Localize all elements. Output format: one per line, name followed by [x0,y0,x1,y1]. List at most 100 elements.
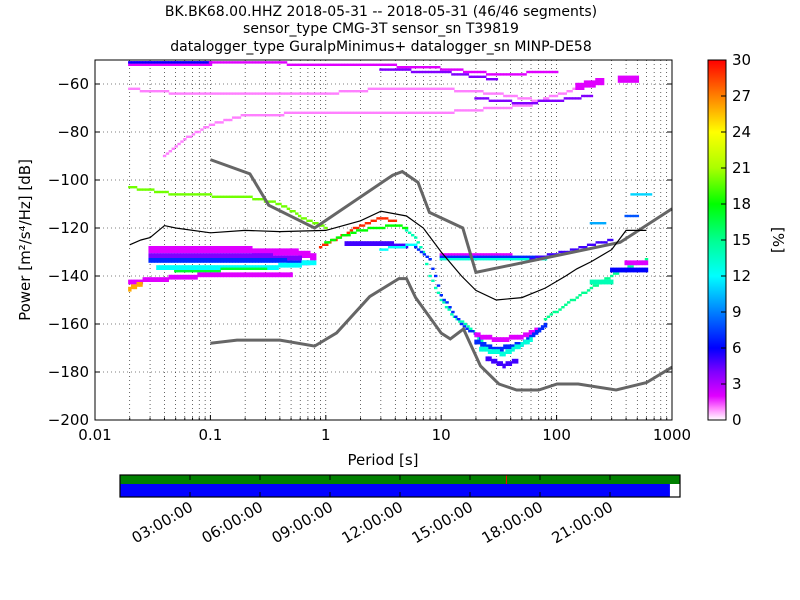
histogram-cell [309,63,314,66]
histogram-cell [566,90,570,93]
histogram-cell [332,111,337,114]
histogram-cell [231,195,236,198]
histogram-cell [566,97,570,100]
histogram-cell [503,99,507,102]
histogram-cell [223,92,227,95]
histogram-cell [520,255,525,258]
histogram-cell [252,267,256,270]
histogram-cell [246,246,250,254]
histogram-cell [205,272,210,278]
histogram-cell [436,291,441,294]
histogram-cell [232,253,236,258]
histogram-cell [434,66,438,69]
histogram-cell [220,258,224,263]
histogram-cell [347,234,351,237]
histogram-cell [448,111,452,114]
histogram-cell [604,279,608,285]
mean-line [129,210,647,301]
histogram-cell [128,186,132,189]
histogram-cell [168,253,173,258]
histogram-cell [584,291,588,294]
histogram-cell [206,92,210,95]
histogram-cell [439,68,444,71]
histogram-cell [379,226,383,230]
histogram-cell [604,241,608,244]
histogram-cell [480,109,484,112]
histogram-cell [454,258,458,261]
histogram-cell [500,99,504,102]
histogram-cell [203,258,207,263]
histogram-cell [531,99,535,102]
histogram-cell [272,92,276,95]
histogram-cell [598,279,602,285]
histogram-cell [503,337,507,342]
histogram-cell [185,246,190,254]
histogram-cell [263,248,267,256]
histogram-cell [252,248,256,256]
histogram-cell [422,87,426,90]
histogram-cell [439,258,443,261]
histogram-cell [341,63,346,66]
histogram-cell [263,258,268,263]
histogram-cell [165,190,169,194]
histogram-cell [379,217,383,220]
histogram-cell [490,349,495,354]
histogram-cell [491,78,496,81]
histogram-cell [332,63,337,66]
histogram-cell [379,68,383,71]
histogram-cell [376,241,380,246]
histogram-cell [627,265,631,268]
histogram-cell [439,70,443,74]
histogram-cell [575,97,579,100]
histogram-cell [364,229,369,232]
histogram-cell [491,99,495,102]
histogram-cell [434,286,438,290]
histogram-cell [491,358,495,364]
histogram-cell [525,332,530,338]
colorbar-tick-label: 9 [732,303,742,321]
histogram-cell [281,262,285,268]
histogram-cell [260,258,265,263]
histogram-cell [468,90,472,93]
histogram-cell [589,279,594,285]
nhnm-line [209,158,673,275]
histogram-cell [301,92,305,95]
histogram-cell [156,61,161,64]
histogram-cell [474,70,478,74]
histogram-cell [272,272,276,278]
histogram-cell [548,94,553,98]
histogram-cell [269,272,273,278]
histogram-cell [509,258,513,261]
colorbar-tick-label: 6 [732,339,742,357]
histogram-cell [549,313,554,316]
histogram-cell [589,243,594,246]
histogram [128,61,653,369]
histogram-cell [552,253,556,256]
histogram-cell [177,253,181,258]
histogram-cell [364,111,368,114]
histogram-cell [422,66,427,69]
histogram-cell [543,322,548,328]
histogram-cell [430,111,435,114]
histogram-cell [332,92,337,95]
histogram-cell [419,246,423,249]
histogram-cell [321,111,325,114]
histogram-cell [488,78,493,81]
histogram-cell [607,238,611,242]
histogram-cell [160,90,164,93]
histogram-cell [641,267,646,273]
histogram-cell [353,231,357,234]
histogram-cell [425,255,429,258]
histogram-cell [335,63,340,66]
histogram-cell [203,92,207,95]
x-axis-label: Period [s] [347,451,418,469]
histogram-cell [220,267,224,270]
histogram-cell [211,195,216,198]
histogram-cell [465,70,470,74]
histogram-cell [191,193,195,196]
histogram-cell [517,97,521,100]
histogram-cell [592,80,596,88]
histogram-cell [468,330,472,333]
histogram-cell [191,61,195,64]
histogram-cell [404,226,409,230]
